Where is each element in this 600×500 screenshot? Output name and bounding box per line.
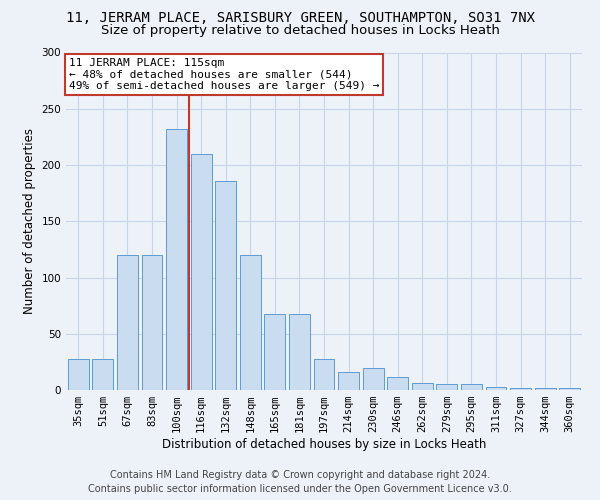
Bar — [461, 384, 482, 390]
Bar — [215, 180, 236, 390]
Bar — [559, 388, 580, 390]
Bar — [535, 388, 556, 390]
Bar — [338, 372, 359, 390]
Bar — [265, 314, 286, 390]
Bar — [314, 358, 334, 390]
Bar — [412, 383, 433, 390]
Bar — [485, 386, 506, 390]
Bar — [68, 358, 89, 390]
Bar — [191, 154, 212, 390]
Bar — [117, 255, 138, 390]
Bar — [289, 314, 310, 390]
Bar — [92, 358, 113, 390]
Text: Size of property relative to detached houses in Locks Heath: Size of property relative to detached ho… — [101, 24, 499, 37]
Bar — [362, 368, 383, 390]
Bar — [436, 384, 457, 390]
Text: Contains HM Land Registry data © Crown copyright and database right 2024.
Contai: Contains HM Land Registry data © Crown c… — [88, 470, 512, 494]
Bar — [166, 129, 187, 390]
Bar — [142, 255, 163, 390]
X-axis label: Distribution of detached houses by size in Locks Heath: Distribution of detached houses by size … — [162, 438, 486, 451]
Text: 11, JERRAM PLACE, SARISBURY GREEN, SOUTHAMPTON, SO31 7NX: 11, JERRAM PLACE, SARISBURY GREEN, SOUTH… — [65, 11, 535, 25]
Bar — [387, 376, 408, 390]
Y-axis label: Number of detached properties: Number of detached properties — [23, 128, 36, 314]
Bar — [510, 388, 531, 390]
Bar — [240, 255, 261, 390]
Text: 11 JERRAM PLACE: 115sqm
← 48% of detached houses are smaller (544)
49% of semi-d: 11 JERRAM PLACE: 115sqm ← 48% of detache… — [68, 58, 379, 91]
